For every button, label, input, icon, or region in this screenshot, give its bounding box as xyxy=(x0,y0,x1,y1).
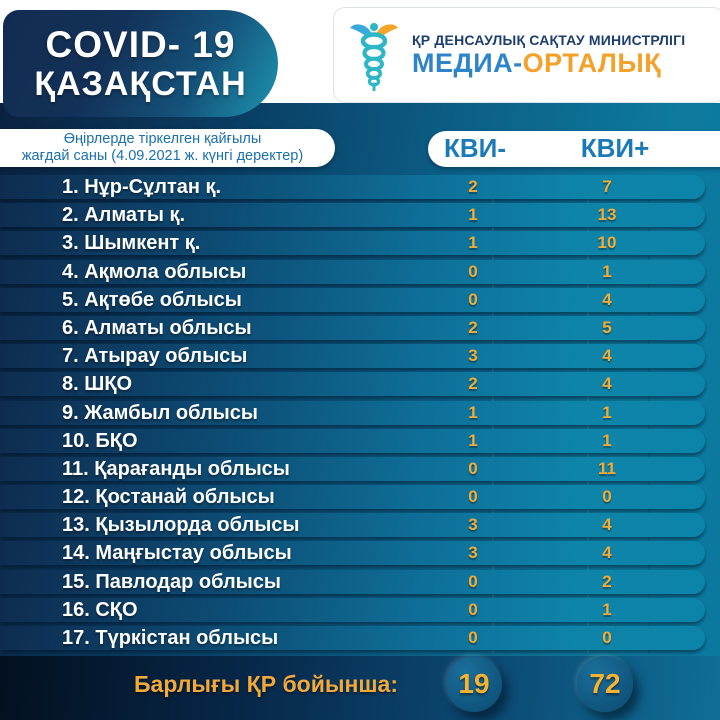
region-name: 10. БҚО xyxy=(62,429,138,452)
table-row: 14. Маңғыстау облысы 3 4 xyxy=(0,541,705,566)
kvi-plus-value: 1 xyxy=(602,430,612,450)
kvi-plus-value: 10 xyxy=(597,233,617,253)
table-row: 9. Жамбыл облысы 1 1 xyxy=(0,400,705,425)
region-name: 16. СҚО xyxy=(62,598,138,621)
kvi-plus-value: 0 xyxy=(602,628,612,647)
kvi-plus-value: 13 xyxy=(597,205,617,225)
total-kvi-minus-badge: 19 xyxy=(446,656,502,712)
region-name: 9. Жамбыл облысы xyxy=(62,401,258,424)
region-name: 7. Атырау облысы xyxy=(62,345,248,368)
kvi-minus-value: 0 xyxy=(468,571,478,591)
column-header-kvi-minus: КВИ- xyxy=(444,133,506,163)
kvi-plus-value: 1 xyxy=(602,402,612,422)
table-row: 1. Нұр-Сұлтан қ. 2 7 xyxy=(0,175,705,199)
table-row: 7. Атырау облысы 3 4 xyxy=(0,344,705,369)
region-name: 3. Шымкент қ. xyxy=(62,232,201,255)
covid-title-box: COVID- 19 ҚАЗАҚСТАН xyxy=(3,10,278,117)
kvi-plus-value: 7 xyxy=(602,177,612,196)
region-name: 17. Түркістан облысы xyxy=(62,627,279,649)
table-row: 13. Қызылорда облысы 3 4 xyxy=(0,513,705,538)
kvi-minus-value: 1 xyxy=(468,430,478,450)
kvi-plus-value: 2 xyxy=(602,571,612,591)
kvi-minus-value: 1 xyxy=(468,233,478,253)
subtitle-line1: Өңірлерде тіркелген қайғылы xyxy=(63,131,262,147)
region-name: 11. Қарағанды облысы xyxy=(62,457,290,480)
kvi-minus-value: 1 xyxy=(468,205,478,225)
covid-title-line1: COVID- 19 xyxy=(45,23,236,65)
media-center-title: МЕДИА-ОРТАЛЫҚ xyxy=(412,48,685,78)
logo-text-block: ҚР ДЕНСАУЛЫҚ САҚТАУ МИНИСТРЛІГІ МЕДИА-ОР… xyxy=(412,32,685,78)
subtitle-pill: Өңірлерде тіркелген қайғылы жағдай саны … xyxy=(0,129,335,167)
kvi-minus-value: 3 xyxy=(468,515,478,535)
kvi-minus-value: 0 xyxy=(468,458,478,478)
kvi-minus-value: 1 xyxy=(468,402,478,422)
total-kvi-plus-badge: 72 xyxy=(577,656,633,712)
table-row: 11. Қарағанды облысы 0 11 xyxy=(0,456,705,481)
region-name: 15. Павлодар облысы xyxy=(62,570,281,593)
table-row: 15. Павлодар облысы 0 2 xyxy=(0,569,705,594)
table-row: 6. Алматы облысы 2 5 xyxy=(0,315,705,340)
column-headers-pill: КВИ- КВИ+ xyxy=(428,131,720,167)
media-center-title-blue: МЕДИА- xyxy=(412,48,523,78)
region-name: 8. ШҚО xyxy=(62,373,133,396)
kvi-plus-value: 11 xyxy=(598,458,616,478)
kvi-plus-value: 4 xyxy=(602,543,612,563)
table-row: 17. Түркістан облысы 0 0 xyxy=(0,626,705,650)
kvi-plus-value: 1 xyxy=(602,261,612,281)
total-kvi-minus-value: 19 xyxy=(458,668,490,699)
kvi-minus-value: 3 xyxy=(468,346,478,366)
region-name: 1. Нұр-Сұлтан қ. xyxy=(62,176,222,198)
kvi-plus-value: 5 xyxy=(602,317,612,337)
region-name: 12. Қостанай облысы xyxy=(62,486,275,509)
kvi-minus-value: 0 xyxy=(468,487,478,507)
ministry-name: ҚР ДЕНСАУЛЫҚ САҚТАУ МИНИСТРЛІГІ xyxy=(412,32,686,48)
kvi-minus-value: 0 xyxy=(468,599,478,619)
kvi-minus-value: 2 xyxy=(468,374,478,394)
region-name: 4. Ақмола облысы xyxy=(62,260,247,283)
region-name: 2. Алматы қ. xyxy=(62,204,186,227)
table-row: 3. Шымкент қ. 1 10 xyxy=(0,231,705,256)
kvi-plus-value: 4 xyxy=(602,346,612,366)
region-name: 13. Қызылорда облысы xyxy=(62,514,300,537)
regions-table: 1. Нұр-Сұлтан қ. 2 7 2. Алматы қ. 1 13 3… xyxy=(0,175,720,654)
caduceus-icon xyxy=(350,23,398,91)
region-name: 6. Алматы облысы xyxy=(62,316,252,339)
kvi-minus-value: 3 xyxy=(468,543,478,563)
table-row: 10. БҚО 1 1 xyxy=(0,428,705,453)
table-row: 8. ШҚО 2 4 xyxy=(0,372,705,397)
kvi-plus-value: 4 xyxy=(602,515,612,535)
table-row: 16. СҚО 0 1 xyxy=(0,597,705,622)
table-row: 12. Қостанай облысы 0 0 xyxy=(0,485,705,510)
kvi-plus-value: 4 xyxy=(602,374,612,394)
table-row: 4. Ақмола облысы 0 1 xyxy=(0,259,705,284)
region-name: 5. Ақтөбе облысы xyxy=(62,288,242,311)
kvi-minus-value: 2 xyxy=(468,177,478,196)
kvi-minus-value: 0 xyxy=(468,289,478,309)
subtitle-line2: жағдай саны (4.09.2021 ж. күнгі деректер… xyxy=(21,148,304,164)
media-center-title-orange: ОРТАЛЫҚ xyxy=(522,48,662,78)
totals-label: Барлығы ҚР бойынша: xyxy=(134,671,398,697)
kvi-plus-value: 0 xyxy=(602,487,612,507)
media-center-logo-box: ҚР ДЕНСАУЛЫҚ САҚТАУ МИНИСТРЛІГІ МЕДИА-ОР… xyxy=(333,7,720,103)
kvi-minus-value: 0 xyxy=(468,261,478,281)
region-name: 14. Маңғыстау облысы xyxy=(62,542,292,565)
kvi-plus-value: 1 xyxy=(602,599,612,619)
total-kvi-plus-value: 72 xyxy=(589,668,621,699)
covid-title-line2: ҚАЗАҚСТАН xyxy=(34,64,247,103)
column-header-kvi-plus: КВИ+ xyxy=(580,133,650,163)
kvi-plus-value: 4 xyxy=(602,289,612,309)
kvi-minus-value: 0 xyxy=(468,628,478,647)
table-row: 2. Алматы қ. 1 13 xyxy=(0,203,705,228)
table-row: 5. Ақтөбе облысы 0 4 xyxy=(0,287,705,312)
kvi-minus-value: 2 xyxy=(468,317,478,337)
